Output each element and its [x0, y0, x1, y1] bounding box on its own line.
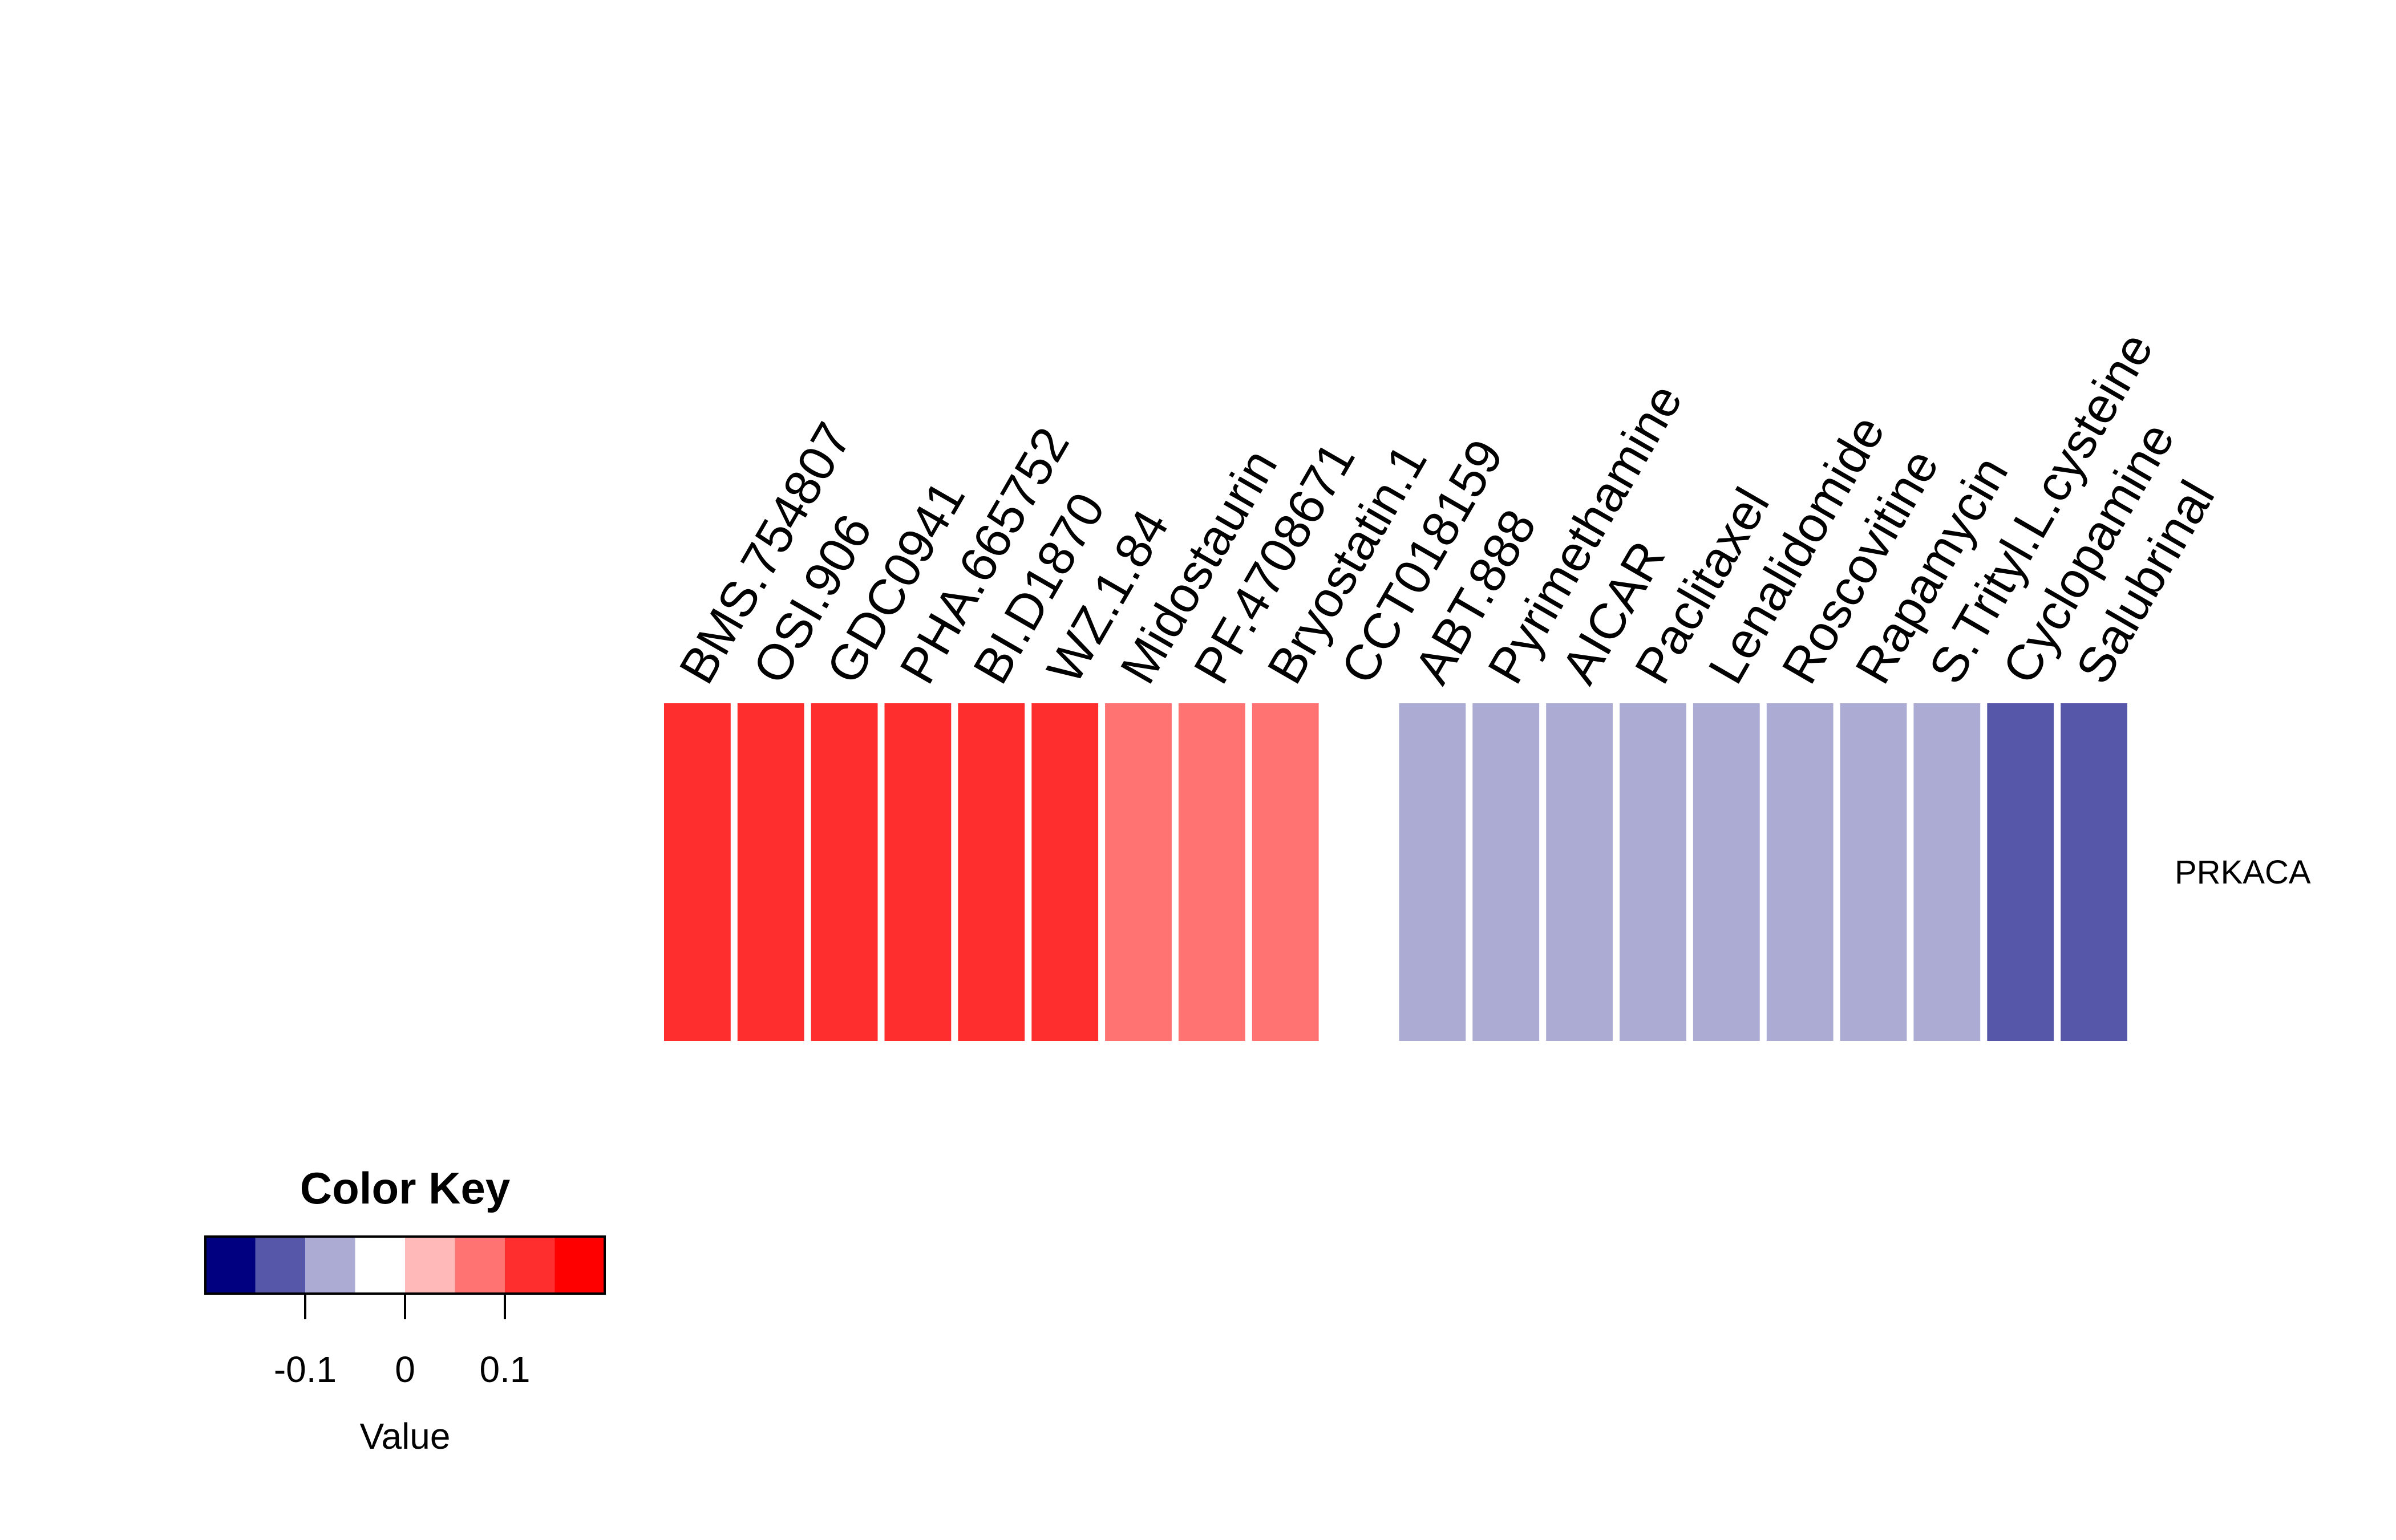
row-label: PRKACA [2175, 854, 2311, 891]
color-key-swatch [255, 1237, 306, 1294]
heatmap-cell [664, 703, 731, 1041]
color-key-tick-label: -0.1 [274, 1349, 337, 1390]
heatmap-cell [1766, 703, 1834, 1041]
color-key-axis-label: Value [360, 1416, 451, 1457]
heatmap-cell [1620, 703, 1686, 1041]
color-key-swatch [205, 1237, 256, 1294]
color-key-ticks: -0.1 0 0.1 [274, 1294, 531, 1390]
heatmap-cell [1693, 703, 1760, 1041]
color-key-tick-label: 0 [395, 1349, 415, 1390]
heatmap-cell [811, 703, 878, 1041]
column-labels: BMS.754807OSI.906GDC0941PHA.665752BI.D18… [668, 323, 2225, 692]
color-key-title: Color Key [300, 1163, 510, 1213]
heatmap-cell [1472, 703, 1540, 1041]
heatmap-cell [958, 703, 1025, 1041]
color-key-swatch [505, 1237, 555, 1294]
color-key: Color Key -0.1 0 0.1 Value [204, 1163, 606, 1457]
heatmap-cell [1546, 703, 1613, 1041]
color-key-swatch [555, 1237, 605, 1294]
heatmap-cells [664, 703, 2127, 1041]
heatmap-cell [1840, 703, 1907, 1041]
color-key-swatches [205, 1237, 605, 1294]
heatmap-cell [1252, 703, 1319, 1041]
color-key-swatch [355, 1237, 406, 1294]
heatmap-cell [1105, 703, 1172, 1041]
heatmap-cell [2061, 703, 2127, 1041]
color-key-swatch [305, 1237, 355, 1294]
heatmap-cell [1913, 703, 1981, 1041]
heatmap-cell [1987, 703, 2054, 1041]
heatmap-cell [1399, 703, 1466, 1041]
heatmap-cell [1178, 703, 1245, 1041]
heatmap-cell [884, 703, 952, 1041]
heatmap-cell [1325, 703, 1393, 1041]
heatmap-cell [1031, 703, 1099, 1041]
row-labels: PRKACA [2175, 854, 2311, 891]
heatmap-cell [737, 703, 804, 1041]
color-key-swatch [455, 1237, 505, 1294]
color-key-swatch [405, 1237, 455, 1294]
color-key-tick-label: 0.1 [480, 1349, 531, 1390]
